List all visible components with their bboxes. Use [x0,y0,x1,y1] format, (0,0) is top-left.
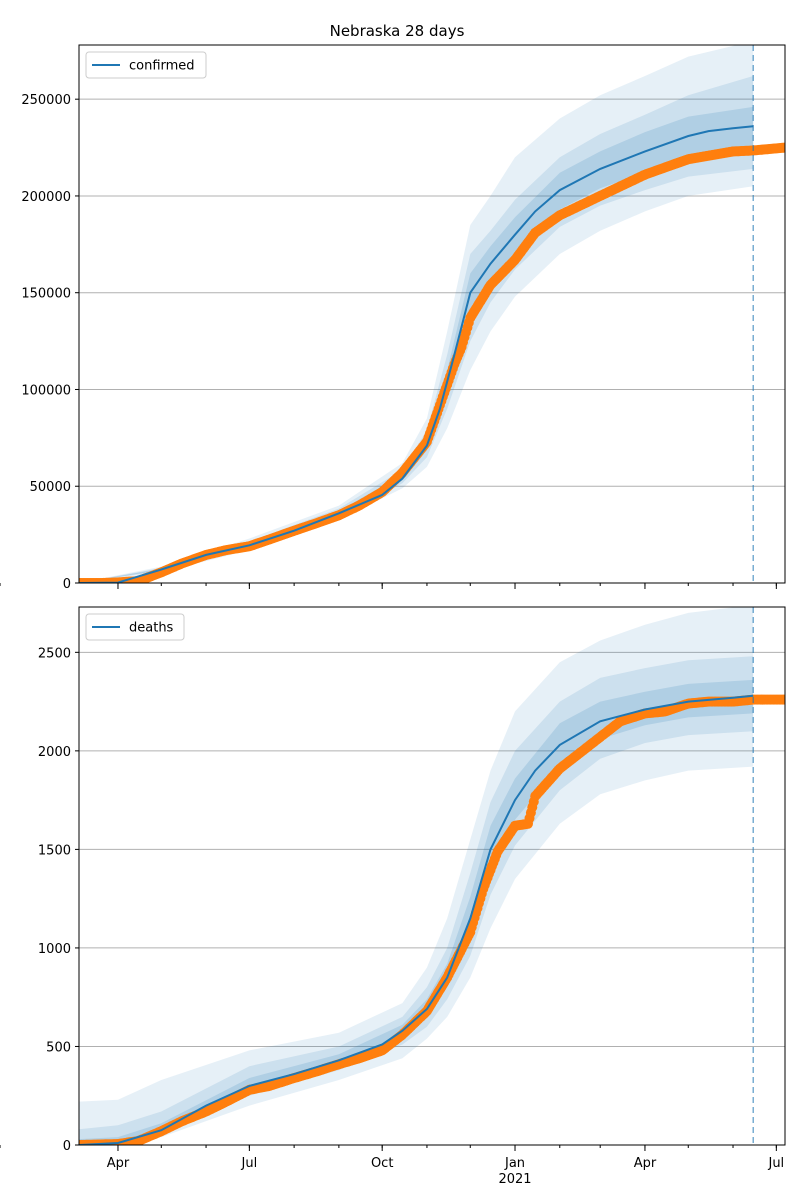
confirmed-model-line [79,125,754,583]
confirmed-axes-frame [78,44,786,584]
confirmed-ytick-label: 0 [63,577,71,592]
confirmed-legend-label: confirmed [129,59,195,74]
deaths-legend-label: deaths [129,621,174,636]
deaths-ytick-label: 1500 [38,843,71,858]
confirmed-ytick-label: 200000 [21,190,71,205]
confirmed-ytick-label: 100000 [21,383,71,398]
deaths-observed-point [780,694,785,705]
deaths-uncertainty-band-2 [79,656,754,1145]
confirmed-uncertainty-band-1 [79,45,754,583]
xtick-label: Jan [504,1156,525,1171]
confirmed-panel: 0 50000 100000 150000 200000 250000 confirmed [0,44,786,592]
deaths-ytick-label: 500 [46,1040,71,1055]
confirmed-ytick-label: 250000 [21,93,71,108]
confirmed-ytick-label: 50000 [30,480,71,495]
xtick-year-label: 2021 [498,1172,531,1187]
deaths-uncertainty-band-1 [79,607,754,1145]
chart-title: Nebraska 28 days [330,22,465,40]
deaths-ytick-label: 2000 [38,745,71,760]
deaths-plot-area [79,607,785,1145]
deaths-axes-frame [78,606,786,1146]
confirmed-ytick-label: 150000 [21,287,71,302]
deaths-model-line [79,694,754,1145]
confirmed-plot-area [79,45,785,583]
xtick-label: Apr [107,1156,130,1171]
deaths-ytick-label: 2500 [38,646,71,661]
confirmed-observed-point [780,142,785,153]
xtick-label: Apr [634,1156,657,1171]
deaths-ytick-label: 0 [63,1139,71,1154]
confirmed-legend-box [85,51,207,79]
xtick-label: Oct [371,1156,393,1171]
xtick-label: Jul [767,1156,784,1171]
confirmed-uncertainty-band-3 [79,106,754,583]
deaths-legend-box [85,613,185,641]
deaths-ytick-label: 1000 [38,942,71,957]
xtick-label: Jul [241,1156,258,1171]
